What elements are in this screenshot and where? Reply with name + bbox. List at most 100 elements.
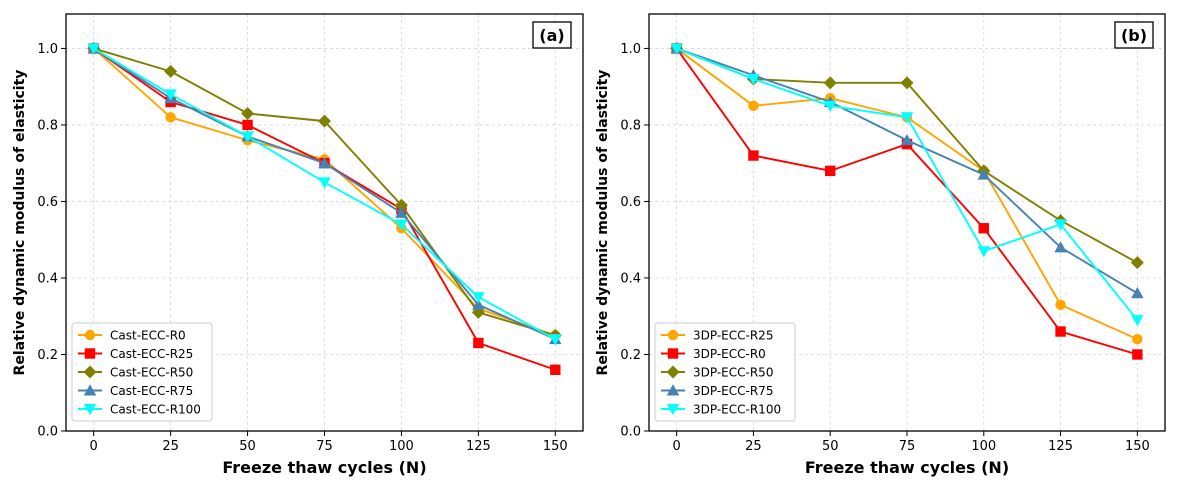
- legend-label: Cast-ECC-R0: [110, 329, 186, 343]
- x-tick-label: 75: [316, 439, 333, 454]
- data-point: [164, 64, 178, 78]
- y-tick-label: 0.2: [620, 348, 641, 363]
- data-point: [87, 43, 100, 55]
- x-tick-label: 25: [745, 439, 762, 454]
- data-point: [550, 364, 561, 375]
- y-tick-label: 0.8: [620, 118, 641, 133]
- y-axis-title: Relative dynamic modulus of elasticity: [595, 70, 611, 376]
- data-point: [473, 337, 484, 349]
- legend-marker: [666, 404, 680, 416]
- data-point: [1132, 349, 1143, 360]
- data-point: [1131, 315, 1144, 327]
- x-tick-label: 75: [899, 439, 916, 454]
- data-point: [241, 106, 255, 120]
- data-point: [241, 131, 254, 143]
- y-tick-label: 0.0: [620, 425, 641, 440]
- panel-label-box: [532, 21, 572, 49]
- legend-label: Cast-ECC-R50: [110, 366, 193, 380]
- data-point: [1055, 326, 1066, 337]
- data-point: [1054, 241, 1067, 253]
- legend-marker: [84, 329, 96, 341]
- x-tick-label: 125: [1048, 439, 1073, 454]
- data-point: [670, 43, 683, 55]
- y-tick-label: 0.6: [37, 195, 58, 210]
- x-tick-label: 125: [466, 439, 491, 454]
- legend-label: 3DP-ECC-R0: [693, 347, 766, 361]
- chart-panel-1: 0 25 50 75 100 125 150 0.0 0.2 0.4 0.6 0.8 1.0 Freeze…: [595, 13, 1166, 477]
- data-point: [164, 89, 177, 101]
- data-point: [748, 150, 759, 161]
- legend-label: 3DP-ECC-R75: [693, 384, 773, 398]
- panel-label: (a): [539, 26, 564, 45]
- data-point: [900, 112, 914, 124]
- plot-frame: [648, 13, 1166, 432]
- panel-label-box: [1114, 21, 1154, 49]
- y-tick-label: 0.4: [620, 271, 641, 286]
- data-point: [549, 334, 562, 346]
- y-tick-label: 1.0: [37, 42, 58, 57]
- legend-marker: [84, 348, 96, 359]
- data-point: [1132, 333, 1143, 345]
- data-point: [825, 165, 836, 177]
- y-axis-title: Relative dynamic modulus of elasticity: [12, 70, 28, 376]
- data-point: [1131, 287, 1144, 299]
- y-tick-label: 0.6: [620, 195, 641, 210]
- data-point: [747, 74, 760, 86]
- legend-marker: [666, 365, 680, 379]
- x-tick-label: 0: [673, 439, 681, 454]
- x-axis-title: Freeze thaw cycles (N): [805, 458, 1009, 477]
- data-point: [1130, 256, 1144, 270]
- data-point: [318, 177, 331, 189]
- data-point: [1055, 299, 1066, 310]
- x-tick-label: 50: [239, 439, 256, 454]
- legend-label: 3DP-ECC-R100: [693, 403, 781, 417]
- y-tick-label: 1.0: [620, 42, 641, 57]
- data-point: [977, 246, 991, 258]
- y-tick-label: 0.4: [37, 271, 58, 286]
- x-tick-label: 50: [822, 439, 839, 454]
- legend-box: [654, 322, 796, 422]
- legend-marker: [83, 404, 97, 416]
- data-point: [823, 76, 837, 90]
- x-tick-label: 150: [543, 439, 568, 454]
- data-point: [748, 100, 759, 112]
- data-point: [900, 134, 914, 146]
- data-point: [395, 206, 408, 218]
- x-tick-label: 25: [162, 439, 179, 454]
- y-tick-label: 0.2: [37, 348, 58, 363]
- data-point: [472, 292, 485, 304]
- legend-label: Cast-ECC-R75: [110, 384, 193, 398]
- data-point: [242, 119, 253, 131]
- legend-marker: [666, 384, 680, 396]
- legend-label: 3DP-ECC-R25: [693, 329, 773, 343]
- data-point: [395, 219, 408, 231]
- legend-marker: [83, 384, 97, 396]
- data-point: [394, 198, 408, 212]
- data-point: [318, 114, 331, 128]
- legend-label: 3DP-ECC-R50: [693, 366, 773, 380]
- data-point: [978, 223, 989, 234]
- x-tick-label: 150: [1125, 439, 1150, 454]
- data-point: [165, 112, 176, 123]
- x-axis-title: Freeze thaw cycles (N): [222, 458, 426, 477]
- x-tick-label: 100: [971, 439, 996, 454]
- data-point: [823, 100, 837, 113]
- data-point: [472, 298, 485, 310]
- chart-panel-0: 0 25 50 75 100 125 150 0.0 0.2 0.4 0.6 0.8 1.0 Freeze…: [12, 13, 584, 477]
- legend-box: [71, 322, 213, 422]
- plot-frame: [65, 13, 584, 432]
- y-tick-label: 0.8: [37, 118, 58, 133]
- x-tick-label: 100: [389, 439, 414, 454]
- legend-marker: [83, 365, 97, 379]
- legend-marker: [667, 348, 679, 359]
- data-point: [900, 76, 914, 90]
- data-point: [977, 168, 991, 180]
- legend-label: Cast-ECC-R25: [110, 347, 193, 361]
- x-tick-label: 0: [90, 439, 98, 454]
- y-tick-label: 0.0: [37, 425, 58, 440]
- data-point: [318, 156, 331, 169]
- legend-marker: [667, 329, 679, 341]
- panel-label: (b): [1121, 26, 1147, 45]
- legend-label: Cast-ECC-R100: [110, 403, 201, 417]
